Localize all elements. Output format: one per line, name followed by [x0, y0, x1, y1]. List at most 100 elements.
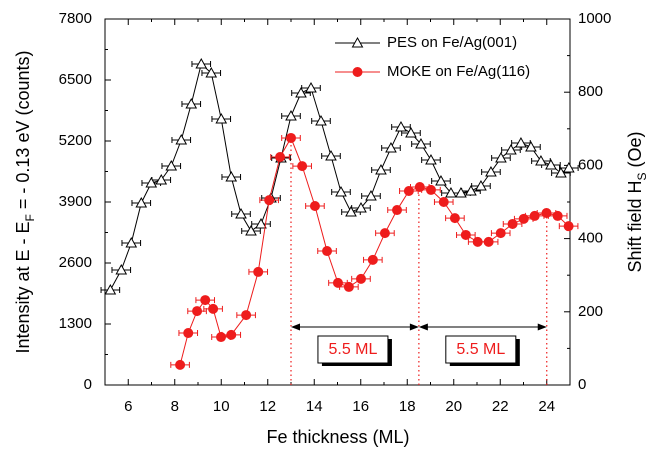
y-tick-label: 1300 [59, 315, 92, 332]
data-point [545, 158, 557, 170]
data-point [525, 140, 537, 152]
data-point [541, 207, 552, 218]
x-tick-label: 24 [538, 398, 555, 415]
data-point [200, 295, 211, 306]
data-point [309, 201, 320, 212]
data-point [183, 328, 194, 339]
data-point [192, 306, 203, 317]
data-point [385, 142, 397, 153]
x-tick-label: 20 [445, 398, 462, 415]
data-point [155, 173, 168, 185]
data-point [507, 218, 518, 229]
data-point [332, 277, 343, 288]
data-point [245, 224, 257, 236]
data-point [175, 133, 188, 145]
data-point [315, 114, 327, 126]
y2-label-sub: S [635, 172, 649, 180]
data-point [295, 86, 307, 98]
y-tick-label: 3900 [59, 193, 92, 210]
data-point [415, 137, 427, 149]
arrow-head [409, 323, 419, 331]
data-point [195, 57, 208, 69]
y2-tick-label: 400 [578, 230, 603, 247]
y-label-part: = - 0.13 eV (counts) [13, 51, 33, 215]
arrow-head [291, 323, 300, 331]
arrow-head [418, 323, 428, 331]
data-point [145, 176, 158, 188]
data-point [563, 221, 574, 232]
data-point [352, 67, 363, 77]
data-point [505, 143, 517, 155]
data-point [483, 236, 494, 247]
y-label-part: Intensity at E - E [13, 221, 33, 353]
arrow-head [537, 323, 547, 331]
data-point [495, 152, 507, 163]
series-line [179, 136, 569, 365]
y2-label-part: (Oe) [625, 131, 645, 172]
data-point [241, 310, 252, 321]
data-point [215, 112, 228, 124]
data-point [325, 149, 337, 161]
y-tick-label: 5200 [59, 132, 92, 149]
annotation-label: 5.5 ML [456, 341, 505, 358]
label-box [445, 335, 517, 364]
data-point [425, 184, 436, 195]
y-tick-label: 2600 [59, 254, 92, 271]
data-point [305, 81, 317, 93]
data-point [355, 273, 366, 284]
data-point [205, 66, 218, 78]
data-point [275, 151, 286, 162]
y-tick-label: 7800 [59, 10, 92, 27]
data-point [518, 213, 529, 224]
data-point [445, 186, 457, 198]
data-point [455, 186, 467, 198]
data-point [255, 217, 267, 229]
y-tick-label: 6500 [59, 71, 92, 88]
data-point [562, 161, 575, 173]
data-point [395, 120, 407, 132]
x-tick-label: 6 [124, 398, 132, 415]
legend-label: MOKE on Fe/Ag(116) [387, 63, 530, 80]
data-point [472, 236, 483, 247]
data-point [552, 210, 563, 221]
data-point [405, 126, 417, 138]
data-point [135, 196, 148, 208]
series-line [109, 63, 570, 291]
data-point [286, 132, 296, 143]
data-point [115, 263, 128, 275]
data-point [104, 283, 117, 295]
data-point [438, 197, 449, 207]
data-point [343, 281, 354, 292]
data-point [365, 189, 377, 201]
legend-label: PES on Fe/Ag(001) [387, 34, 517, 51]
data-point [264, 195, 275, 206]
x-tick-label: 14 [306, 398, 323, 415]
data-point [425, 153, 437, 165]
data-point [460, 229, 471, 240]
data-point [351, 36, 364, 48]
data-point [355, 201, 367, 213]
y2-tick-label: 800 [578, 83, 603, 100]
data-point [165, 159, 178, 171]
data-point [216, 332, 227, 343]
data-point [529, 210, 540, 221]
data-point [285, 110, 297, 121]
x-tick-label: 12 [259, 398, 276, 415]
data-point [235, 207, 247, 219]
data-point [403, 186, 414, 197]
y-label-sub: F [23, 214, 37, 221]
data-point [125, 236, 138, 248]
x-axis-label: Fe thickness (ML) [266, 427, 409, 447]
data-point [475, 179, 487, 191]
y2-label-part: Shift field H [625, 180, 645, 272]
data-point [535, 155, 547, 166]
data-point [485, 165, 497, 177]
y2-tick-label: 600 [578, 156, 603, 173]
x-tick-label: 10 [213, 398, 230, 415]
x-tick-label: 18 [399, 398, 416, 415]
data-point [495, 228, 506, 239]
x-tick-label: 16 [352, 398, 369, 415]
data-point [185, 97, 198, 109]
data-point [322, 246, 333, 257]
data-point [175, 359, 186, 370]
